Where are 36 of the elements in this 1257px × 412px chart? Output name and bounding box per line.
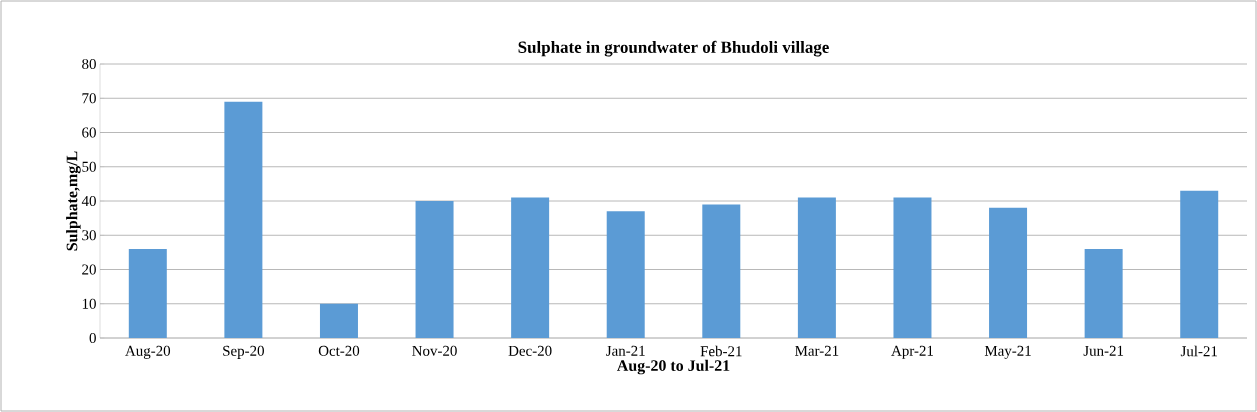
y-tick-label: 70 [82, 93, 96, 104]
x-tick-label: Jul-21 [1180, 345, 1218, 357]
x-tick-label: Feb-21 [700, 345, 742, 357]
y-tick-label: 20 [82, 264, 96, 275]
x-axis-title: Aug-20 to Jul-21 [616, 359, 730, 375]
bar [511, 197, 550, 338]
bar [319, 303, 358, 338]
x-tick-label: Sep-20 [223, 345, 264, 359]
bar [989, 207, 1028, 338]
x-tick-label: May-21 [984, 345, 1031, 359]
bar [128, 248, 167, 338]
y-tick-label: 80 [82, 58, 96, 70]
x-tick-label: Dec-20 [508, 345, 552, 356]
bar [606, 211, 645, 338]
bar [1180, 190, 1219, 338]
y-tick-label: 30 [82, 230, 96, 241]
x-tick-label: Apr-21 [891, 345, 933, 359]
x-tick-label: Mar-21 [795, 345, 839, 356]
bar [702, 204, 741, 338]
y-tick-label: 0 [89, 332, 96, 344]
y-axis-title: Sulphate,mg/L [66, 151, 81, 251]
y-tick-label: 40 [81, 195, 96, 207]
bar [893, 197, 932, 338]
bar [1084, 248, 1123, 338]
y-tick-label: 10 [82, 298, 96, 309]
y-tick-label: 50 [82, 161, 96, 172]
bar [224, 101, 263, 338]
x-tick-label: Oct-20 [318, 345, 360, 356]
x-tick-label: Aug-20 [125, 345, 171, 359]
x-tick-label: Jun-21 [1083, 345, 1124, 356]
x-tick-label: Jan-21 [606, 345, 645, 356]
bar [797, 197, 836, 338]
bar [415, 201, 454, 338]
x-tick-label: Nov-20 [412, 345, 457, 356]
chart-title: Sulphate in groundwater of Bhudoli village [518, 40, 829, 57]
y-tick-label: 60 [82, 127, 96, 138]
